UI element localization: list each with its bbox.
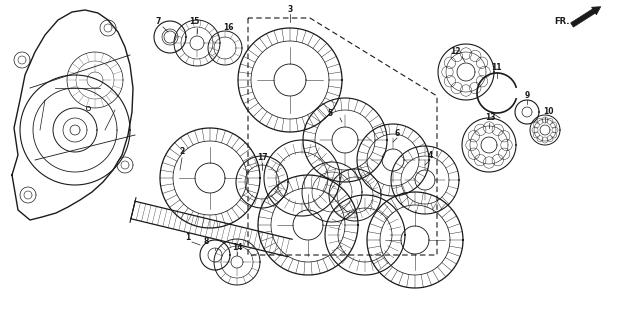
Text: 6: 6 (394, 129, 399, 138)
Text: 14: 14 (232, 244, 242, 252)
Text: 2: 2 (179, 148, 185, 156)
Text: 5: 5 (327, 108, 332, 117)
FancyArrow shape (571, 7, 601, 27)
Text: 13: 13 (485, 114, 495, 123)
Text: 1: 1 (185, 234, 191, 243)
Text: 10: 10 (542, 108, 553, 116)
Text: 8: 8 (203, 237, 209, 246)
Text: 4: 4 (427, 150, 432, 159)
Text: 15: 15 (189, 18, 199, 27)
Text: 7: 7 (155, 18, 161, 27)
Text: 3: 3 (287, 5, 292, 14)
Text: FR.: FR. (555, 18, 570, 27)
Text: 17: 17 (257, 154, 267, 163)
Text: 16: 16 (223, 23, 233, 33)
Text: 12: 12 (450, 47, 460, 57)
Text: 11: 11 (491, 63, 501, 73)
Text: 9: 9 (524, 91, 530, 100)
